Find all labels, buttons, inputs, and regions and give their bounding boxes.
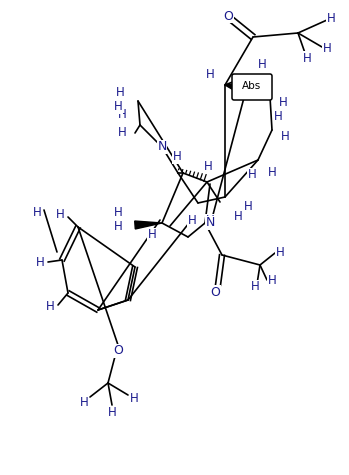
Text: H: H bbox=[80, 396, 88, 408]
Text: H: H bbox=[327, 11, 335, 25]
Text: H: H bbox=[203, 161, 213, 173]
Text: H: H bbox=[268, 165, 276, 179]
Text: H: H bbox=[303, 51, 311, 65]
Text: H: H bbox=[118, 108, 126, 122]
Text: H: H bbox=[46, 301, 54, 314]
Polygon shape bbox=[225, 84, 236, 90]
Text: H: H bbox=[188, 213, 196, 227]
Text: O: O bbox=[113, 344, 123, 358]
Text: H: H bbox=[173, 151, 181, 163]
Text: H: H bbox=[274, 111, 282, 124]
Text: H: H bbox=[206, 68, 214, 82]
Text: H: H bbox=[114, 207, 122, 219]
Text: H: H bbox=[281, 131, 289, 143]
Text: H: H bbox=[233, 210, 242, 224]
Text: H: H bbox=[36, 256, 44, 268]
Text: H: H bbox=[244, 200, 252, 213]
Text: H: H bbox=[251, 281, 259, 294]
Text: H: H bbox=[129, 391, 138, 405]
Text: H: H bbox=[322, 42, 331, 56]
Text: H: H bbox=[279, 95, 287, 108]
Text: H: H bbox=[114, 101, 122, 114]
Text: H: H bbox=[32, 207, 42, 219]
Polygon shape bbox=[135, 221, 162, 229]
Text: H: H bbox=[118, 125, 126, 139]
Text: H: H bbox=[148, 228, 156, 241]
Text: H: H bbox=[116, 86, 124, 98]
Text: H: H bbox=[206, 215, 214, 228]
Text: H: H bbox=[55, 209, 64, 221]
Text: H: H bbox=[276, 247, 284, 259]
Text: N: N bbox=[205, 217, 215, 229]
Text: H: H bbox=[107, 407, 116, 419]
Text: O: O bbox=[210, 285, 220, 298]
Text: N: N bbox=[157, 141, 167, 153]
Text: Abs: Abs bbox=[242, 81, 262, 91]
Text: O: O bbox=[223, 10, 233, 22]
Text: H: H bbox=[114, 220, 122, 234]
Text: H: H bbox=[268, 274, 276, 286]
Text: H: H bbox=[248, 169, 257, 181]
Text: H: H bbox=[258, 58, 266, 72]
FancyBboxPatch shape bbox=[232, 74, 272, 100]
